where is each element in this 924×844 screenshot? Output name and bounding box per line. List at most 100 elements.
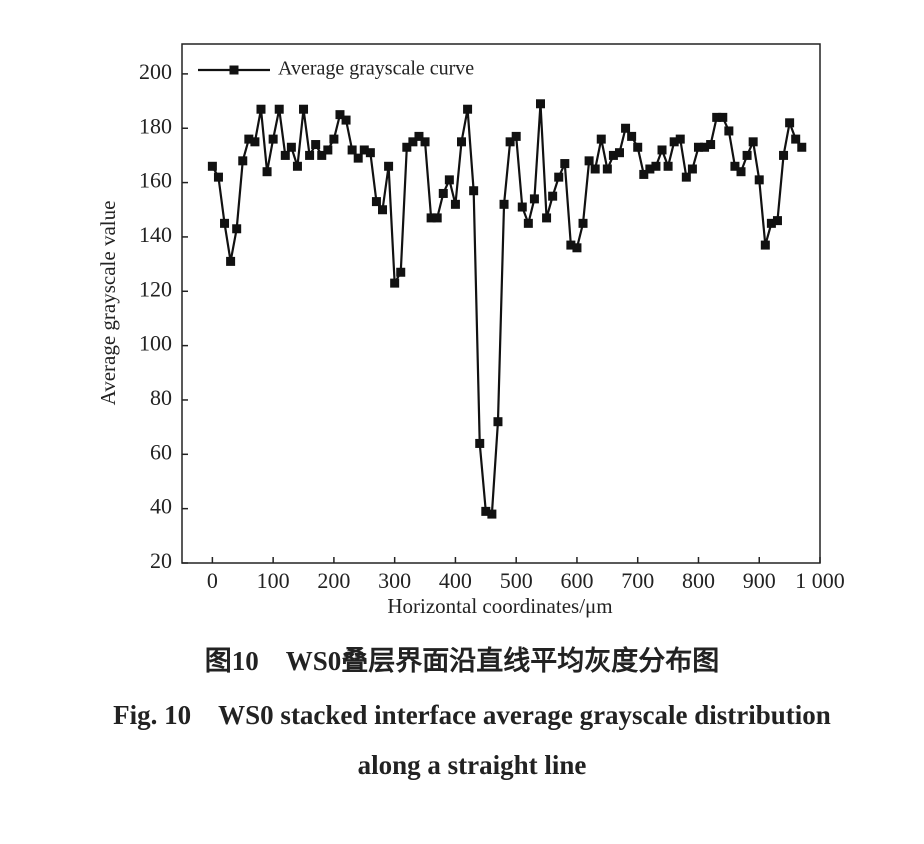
data-point xyxy=(323,145,333,155)
data-point xyxy=(505,137,515,147)
data-point xyxy=(602,164,612,174)
data-point xyxy=(311,140,321,150)
data-point xyxy=(408,137,418,147)
data-point xyxy=(207,161,217,171)
y-tick-label: 140 xyxy=(139,222,172,247)
y-tick-label: 100 xyxy=(139,331,172,356)
data-point xyxy=(511,131,521,141)
data-point xyxy=(614,148,624,158)
x-tick-label: 600 xyxy=(560,568,593,593)
data-point xyxy=(238,156,248,166)
x-tick-label: 0 xyxy=(207,568,218,593)
data-point xyxy=(384,161,394,171)
data-point xyxy=(420,137,430,147)
data-point xyxy=(359,145,369,155)
plot-frame xyxy=(181,43,821,564)
data-point xyxy=(487,509,497,519)
y-axis-label: Average grayscale value xyxy=(96,201,120,406)
data-point xyxy=(760,240,770,250)
x-tick-label: 300 xyxy=(378,568,411,593)
data-point xyxy=(213,172,223,182)
data-point xyxy=(633,142,643,152)
x-tick-label: 100 xyxy=(257,568,290,593)
data-point xyxy=(608,150,618,160)
data-point xyxy=(371,197,381,207)
data-point xyxy=(378,205,388,215)
data-point xyxy=(748,137,758,147)
caption-en: Fig. 10 WS0 stacked interface average gr… xyxy=(113,700,831,730)
data-point xyxy=(566,240,576,250)
data-point xyxy=(262,167,272,177)
y-tick-label: 160 xyxy=(139,168,172,193)
x-tick-label: 200 xyxy=(317,568,350,593)
data-point xyxy=(335,110,345,120)
data-point xyxy=(292,161,302,171)
data-point xyxy=(457,137,467,147)
data-point xyxy=(554,172,564,182)
y-tick-label: 180 xyxy=(139,113,172,138)
data-point xyxy=(414,131,424,141)
data-point xyxy=(736,167,746,177)
data-point xyxy=(578,218,588,228)
data-point xyxy=(493,417,503,427)
data-point xyxy=(797,142,807,152)
data-point xyxy=(779,150,789,160)
data-point xyxy=(596,134,606,144)
data-point xyxy=(250,137,260,147)
data-point xyxy=(560,159,570,169)
data-point xyxy=(299,104,309,114)
data-point xyxy=(742,150,752,160)
x-tick-label: 700 xyxy=(621,568,654,593)
data-point xyxy=(220,218,230,228)
data-point xyxy=(226,256,236,266)
data-point xyxy=(256,104,266,114)
legend-label: Average grayscale curve xyxy=(278,58,474,80)
data-point xyxy=(390,278,400,288)
data-point xyxy=(542,213,552,223)
data-point xyxy=(244,134,254,144)
data-point xyxy=(621,123,631,133)
data-point xyxy=(712,112,722,122)
data-point xyxy=(517,202,527,212)
data-point xyxy=(529,194,539,204)
x-tick-label: 900 xyxy=(743,568,776,593)
data-point xyxy=(347,145,357,155)
y-tick-label: 20 xyxy=(150,548,172,573)
data-point xyxy=(305,150,315,160)
data-point xyxy=(724,126,734,136)
data-point xyxy=(772,216,782,226)
data-point xyxy=(687,164,697,174)
data-point xyxy=(329,134,339,144)
data-point xyxy=(353,153,363,163)
data-point xyxy=(754,175,764,185)
data-point xyxy=(341,115,351,125)
data-point xyxy=(432,213,442,223)
data-point xyxy=(317,150,327,160)
data-point xyxy=(590,164,600,174)
data-point xyxy=(286,142,296,152)
x-tick-label: 400 xyxy=(439,568,472,593)
data-point xyxy=(706,140,716,150)
data-point xyxy=(669,137,679,147)
data-point xyxy=(481,506,491,516)
data-point xyxy=(766,218,776,228)
data-point xyxy=(657,145,667,155)
data-point xyxy=(791,134,801,144)
data-point xyxy=(475,438,485,448)
data-point xyxy=(523,218,533,228)
data-point xyxy=(584,156,594,166)
data-point xyxy=(365,148,375,158)
y-tick-label: 200 xyxy=(139,59,172,84)
data-point xyxy=(450,199,460,209)
data-point xyxy=(444,175,454,185)
data-point xyxy=(469,186,479,196)
x-tick-label: 1 000 xyxy=(795,568,845,593)
data-point xyxy=(426,213,436,223)
data-point xyxy=(396,267,406,277)
x-tick-label: 800 xyxy=(682,568,715,593)
y-tick-label: 60 xyxy=(150,439,172,464)
data-point xyxy=(232,224,242,234)
y-tick-label: 40 xyxy=(150,494,172,519)
x-tick-label: 500 xyxy=(500,568,533,593)
